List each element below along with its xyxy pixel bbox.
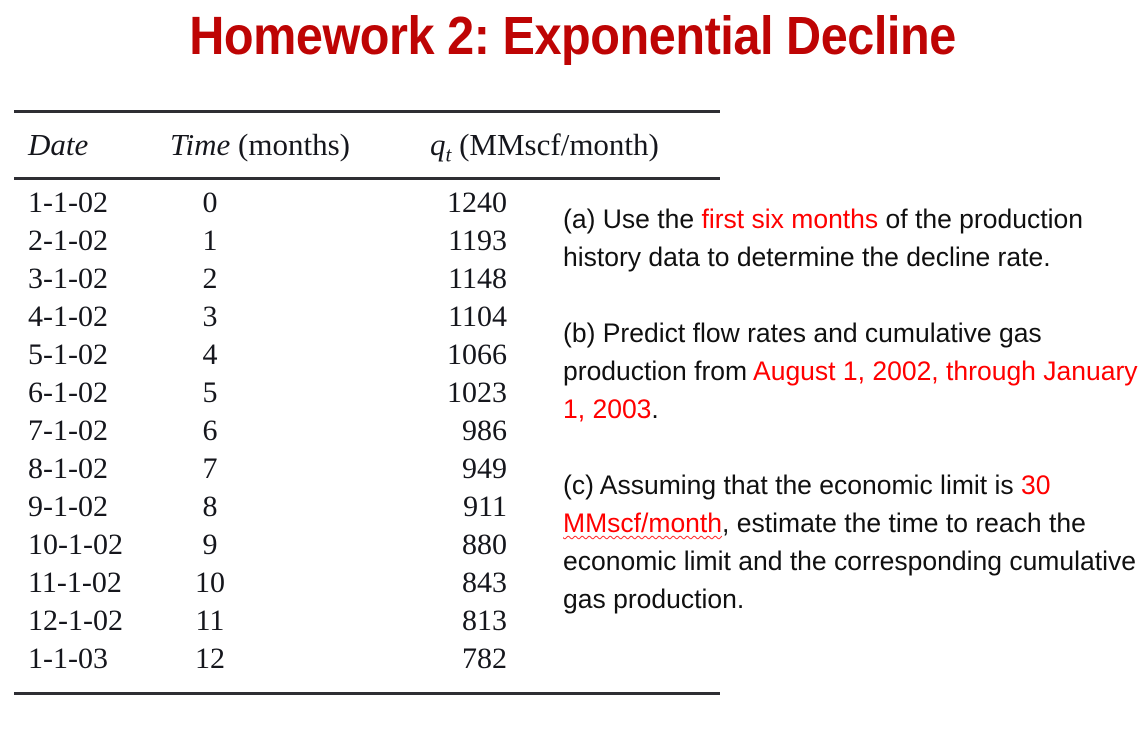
cell-time: 0 (202, 186, 218, 219)
cell-time: 4 (202, 338, 218, 371)
cell-time: 1 (202, 224, 218, 257)
cell-time: 5 (202, 376, 218, 409)
cell-flow-rate: 880 (462, 528, 507, 561)
question-b-text-2: . (651, 394, 659, 424)
cell-flow-rate: 1148 (448, 262, 507, 295)
column-header-date: Date (28, 127, 89, 162)
question-b-text-1: (b) Predict flow rates and cumulative ga… (563, 318, 1042, 386)
column-header-flow-rate: qt (MMscf/month) (430, 127, 659, 167)
column-header-time-unit (230, 127, 238, 162)
question-c-text-2: , estimate the time to reach the economi… (563, 508, 1136, 614)
cell-date: 4-1-02 (28, 300, 108, 333)
cell-time: 9 (202, 528, 218, 561)
table-rule-bottom (14, 692, 720, 695)
cell-flow-rate: 813 (462, 604, 507, 637)
cell-flow-rate: 1240 (447, 186, 507, 219)
question-c-text-1: (c) Assuming that the economic limit is (563, 470, 1022, 500)
cell-date: 12-1-02 (28, 604, 123, 637)
cell-flow-rate: 911 (463, 490, 507, 523)
cell-flow-rate: 782 (462, 642, 507, 675)
table-row: 8-1-02 7 949 (14, 450, 720, 488)
cell-time: 2 (202, 262, 218, 295)
cell-date: 8-1-02 (28, 452, 108, 485)
cell-time: 8 (202, 490, 218, 523)
cell-flow-rate: 843 (462, 566, 507, 599)
table-body: 1-1-02 0 1240 2-1-02 1 1193 3-1-02 2 1148 4-1-02 3… (14, 180, 720, 678)
cell-time: 6 (202, 414, 218, 447)
cell-date: 1-1-03 (28, 642, 108, 675)
question-a-highlight: first six months (701, 204, 879, 234)
cell-flow-rate: 1066 (447, 338, 507, 371)
cell-date: 1-1-02 (28, 186, 108, 219)
table-row: 6-1-02 5 1023 (14, 374, 720, 412)
question-a-text-1: (a) Use the (563, 204, 702, 234)
table-row: 4-1-02 3 1104 (14, 298, 720, 336)
table-row: 1-1-02 0 1240 (14, 184, 720, 222)
cell-date: 9-1-02 (28, 490, 108, 523)
cell-time: 11 (195, 604, 225, 637)
cell-date: 11-1-02 (28, 566, 122, 599)
cell-date: 10-1-02 (28, 528, 123, 561)
table-row: 10-1-02 9 880 (14, 526, 720, 564)
cell-time: 7 (202, 452, 218, 485)
cell-flow-rate: 1023 (447, 376, 507, 409)
question-b-highlight: August 1, 2002, through January 1, 2003 (563, 356, 1138, 424)
table-row: 5-1-02 4 1066 (14, 336, 720, 374)
page-title: Homework 2: Exponential Decline (189, 6, 956, 66)
column-header-time: Time (months) (170, 127, 350, 162)
production-data-table: Date Time (months) qt (MMscf/month) 1-1-… (14, 110, 720, 695)
q-subscript: t (445, 142, 452, 167)
table-row: 1-1-03 12 782 (14, 640, 720, 678)
table-rule-top (14, 110, 720, 113)
question-a: (a) Use the first six months of the prod… (563, 200, 1141, 276)
question-b: (b) Predict flow rates and cumulative ga… (563, 314, 1141, 428)
cell-date: 6-1-02 (28, 376, 108, 409)
cell-time: 3 (202, 300, 218, 333)
table-row: 7-1-02 6 986 (14, 412, 720, 450)
questions-block: (a) Use the first six months of the prod… (563, 200, 1141, 618)
cell-time: 10 (195, 566, 225, 599)
table-row: 12-1-02 11 813 (14, 602, 720, 640)
question-c: (c) Assuming that the economic limit is … (563, 466, 1141, 618)
cell-time: 12 (195, 642, 225, 675)
question-a-text-2: of the production history data to determ… (563, 204, 1083, 272)
cell-date: 5-1-02 (28, 338, 108, 371)
cell-flow-rate: 1104 (448, 300, 507, 333)
table-footer-gap (14, 678, 720, 692)
table-header-row: Date Time (months) qt (MMscf/month) (14, 113, 720, 177)
cell-flow-rate: 1193 (448, 224, 507, 257)
table-row: 9-1-02 8 911 (14, 488, 720, 526)
table-row: 11-1-02 10 843 (14, 564, 720, 602)
cell-date: 7-1-02 (28, 414, 108, 447)
cell-flow-rate: 986 (462, 414, 507, 447)
table-rule-middle (14, 177, 720, 180)
question-c-highlight-value: 30 (1021, 470, 1051, 500)
cell-date: 3-1-02 (28, 262, 108, 295)
question-c-highlight-unit: MMscf/month (563, 508, 723, 538)
cell-flow-rate: 949 (462, 452, 507, 485)
table-row: 3-1-02 2 1148 (14, 260, 720, 298)
cell-date: 2-1-02 (28, 224, 108, 257)
table-row: 2-1-02 1 1193 (14, 222, 720, 260)
